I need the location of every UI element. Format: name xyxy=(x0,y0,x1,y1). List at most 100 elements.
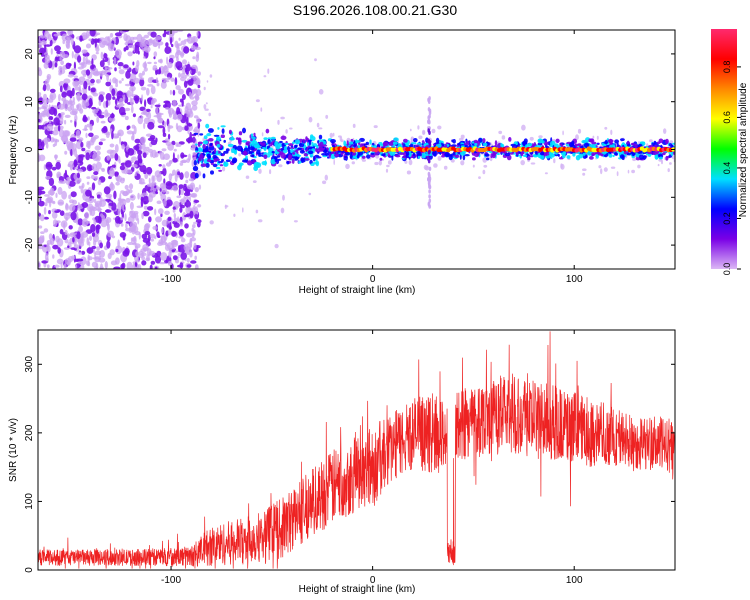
heatmap-cell xyxy=(355,139,358,144)
heatmap-cell xyxy=(99,199,106,207)
heatmap-cell xyxy=(194,255,197,260)
heatmap-cell xyxy=(54,154,58,161)
heatmap-cell xyxy=(484,153,490,157)
heatmap-cell xyxy=(55,161,61,170)
heatmap-cell xyxy=(147,206,154,211)
heatmap-cell xyxy=(311,148,316,152)
heatmap-cell xyxy=(148,216,152,223)
heatmap-cell xyxy=(154,104,161,108)
heatmap-cell xyxy=(174,40,179,48)
heatmap-cell xyxy=(352,123,356,128)
heatmap-cell xyxy=(263,75,267,78)
heatmap-cell xyxy=(105,112,111,117)
heatmap-cell xyxy=(537,138,543,144)
heatmap-cell xyxy=(186,264,192,268)
heatmap-cell xyxy=(73,80,80,87)
heatmap-cell xyxy=(38,97,44,105)
y-tick-label: 100 xyxy=(24,493,35,510)
heatmap-cell xyxy=(163,30,167,35)
heatmap-cell xyxy=(150,105,153,109)
heatmap-cell xyxy=(127,148,135,156)
heatmap-cell xyxy=(138,181,146,185)
heatmap-cell xyxy=(179,221,183,227)
heatmap-cell xyxy=(443,165,448,170)
heatmap-cell xyxy=(56,258,64,265)
heatmap-cell xyxy=(202,143,206,150)
heatmap-cell xyxy=(44,202,48,207)
heatmap-cell xyxy=(118,69,125,75)
heatmap-cell xyxy=(220,152,223,157)
heatmap-cell xyxy=(67,256,74,262)
heatmap-cell xyxy=(196,221,201,228)
heatmap-cell xyxy=(206,159,212,162)
heatmap-cell xyxy=(135,64,139,72)
heatmap-cell xyxy=(98,257,106,263)
heatmap-cell xyxy=(97,216,102,224)
heatmap-cell xyxy=(300,157,305,162)
heatmap-cell xyxy=(180,188,184,196)
heatmap-cell xyxy=(179,98,184,103)
heatmap-cell xyxy=(157,241,164,246)
heatmap-cell xyxy=(165,199,173,207)
heatmap-cell xyxy=(179,206,183,213)
heatmap-cell xyxy=(171,43,174,48)
heatmap-cell xyxy=(178,187,181,196)
heatmap-cell xyxy=(209,142,213,146)
heatmap-cell xyxy=(223,150,229,154)
heatmap-cell xyxy=(562,151,566,155)
heatmap-cell xyxy=(77,218,83,226)
heatmap-cell xyxy=(44,54,50,60)
heatmap-cell xyxy=(114,98,118,106)
heatmap-cell xyxy=(68,30,72,35)
heatmap-cell xyxy=(500,143,503,147)
heatmap-cell xyxy=(52,244,59,250)
heatmap-cell xyxy=(114,153,119,161)
heatmap-cell xyxy=(143,117,150,125)
heatmap-cell xyxy=(225,159,231,162)
heatmap-cell xyxy=(188,178,195,182)
heatmap-cell xyxy=(120,216,124,221)
heatmap-cell xyxy=(88,33,91,37)
heatmap-cell xyxy=(126,169,133,174)
heatmap-cell xyxy=(327,156,330,159)
heatmap-cell xyxy=(349,141,354,145)
heatmap-cell xyxy=(237,138,241,144)
heatmap-cell xyxy=(48,104,51,110)
heatmap-cell xyxy=(120,208,123,215)
heatmap-cell xyxy=(521,124,526,131)
heatmap-cell xyxy=(124,115,129,121)
heatmap-cell xyxy=(119,165,125,171)
heatmap-cell xyxy=(129,210,134,214)
heatmap-cell xyxy=(162,167,167,177)
heatmap-cell xyxy=(203,104,207,110)
heatmap-cell xyxy=(48,210,51,215)
heatmap-cell xyxy=(510,143,517,147)
heatmap-cell xyxy=(39,235,45,244)
figure-title: S196.2026.108.00.21.G30 xyxy=(293,2,457,18)
heatmap-cell xyxy=(421,143,424,146)
heatmap-cell xyxy=(85,132,88,139)
heatmap-cell xyxy=(55,235,60,243)
heatmap-cell xyxy=(176,219,181,223)
heatmap-cell xyxy=(143,201,147,205)
heatmap-cell xyxy=(206,80,209,83)
heatmap-cell xyxy=(257,219,263,223)
heatmap-cell xyxy=(246,160,253,166)
heatmap-cell xyxy=(142,62,148,69)
heatmap-cell xyxy=(200,163,207,167)
heatmap-cell xyxy=(106,240,111,249)
heatmap-cell xyxy=(43,207,47,215)
heatmap-cell xyxy=(631,169,635,174)
heatmap-cell xyxy=(158,164,162,167)
heatmap-cell xyxy=(616,142,619,148)
heatmap-cell xyxy=(245,175,250,179)
heatmap-cell xyxy=(38,261,41,269)
heatmap-cell xyxy=(634,143,638,149)
heatmap-cell xyxy=(298,143,305,148)
heatmap-cell xyxy=(437,125,442,130)
heatmap-cell xyxy=(228,129,232,135)
heatmap-cell xyxy=(290,148,294,154)
heatmap-cell xyxy=(147,84,154,87)
heatmap-cell xyxy=(612,154,615,158)
heatmap-cell xyxy=(117,132,121,136)
